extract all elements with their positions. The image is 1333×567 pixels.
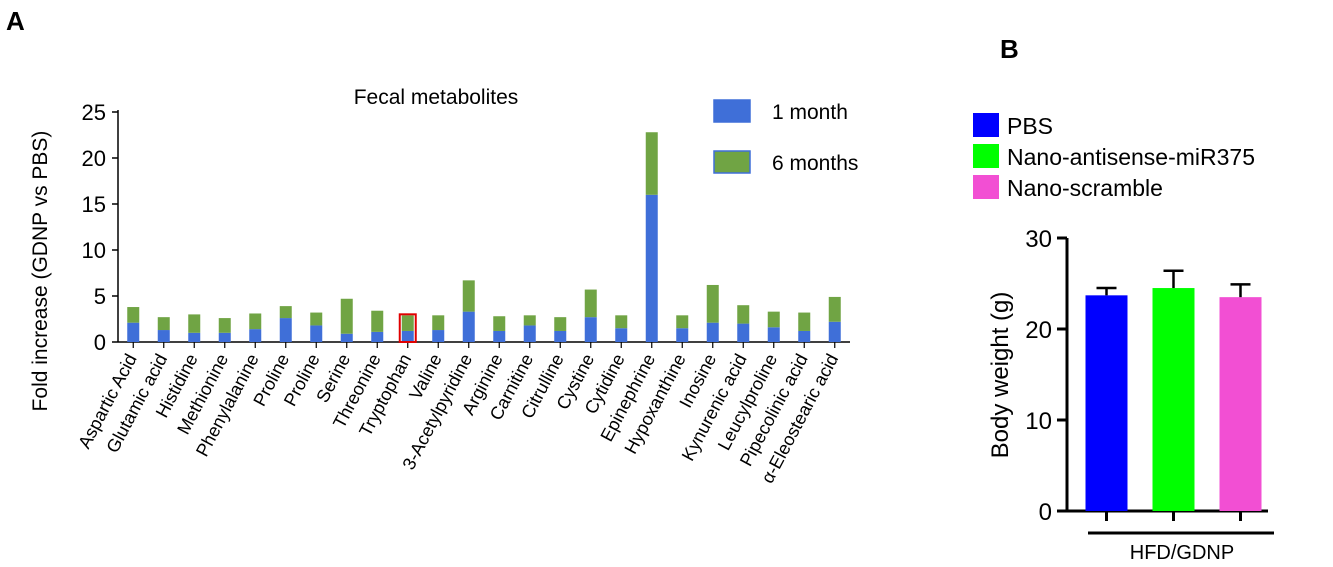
bar-6-months: [554, 317, 567, 331]
bar-6-months: [615, 315, 628, 329]
bar-6-months: [706, 284, 719, 323]
chart-b-y-axis-label: Body weight (g): [987, 292, 1014, 459]
bar-1-month: [554, 330, 567, 342]
bar-1-month: [645, 194, 658, 342]
chart-b-y-tick-label: 20: [1025, 317, 1052, 344]
panel-a-label: A: [6, 6, 25, 36]
legend-label: 1 month: [772, 101, 848, 124]
bar-6-months: [188, 314, 201, 333]
chart-b-x-axis-label: HFD/GDNP: [1130, 542, 1234, 564]
panel-b-label: B: [1000, 34, 1019, 64]
bar-1-month: [310, 325, 323, 342]
bar-6-months: [157, 317, 170, 331]
bar-1-month: [737, 323, 750, 342]
chart-a-bars: [127, 132, 841, 344]
bar: [1219, 297, 1262, 511]
bar-1-month: [676, 328, 689, 342]
chart-a-y-axis-label: Fold increase (GDNP vs PBS): [29, 131, 52, 412]
chart-a-y-tick-label: 0: [94, 330, 106, 355]
bar-6-months: [737, 305, 750, 324]
bar-1-month: [706, 322, 719, 342]
bar-1-month: [127, 322, 140, 342]
chart-b-legend: PBS Nano-antisense-miR375 Nano-scramble: [973, 113, 1255, 201]
legend-label: 6 months: [772, 152, 858, 175]
bar-6-months: [584, 289, 597, 318]
bar-6-months: [249, 313, 262, 330]
chart-a-axes: 0 5 10 15 20 25: [82, 100, 850, 355]
chart-b-y-tick-label: 30: [1025, 226, 1052, 253]
chart-a-y-tick-label: 25: [82, 100, 106, 125]
bar-6-months: [767, 311, 780, 328]
bar-6-months: [401, 315, 414, 331]
bar-6-months: [218, 318, 231, 333]
bar-6-months: [310, 312, 323, 326]
bar-1-month: [371, 331, 384, 342]
chart-b-y-tick-label: 0: [1039, 499, 1052, 526]
bar-1-month: [523, 325, 536, 342]
legend-swatch-1-month: [713, 99, 751, 123]
chart-b-y-tick-label: 10: [1025, 408, 1052, 435]
bar-6-months: [676, 315, 689, 329]
bar-1-month: [584, 317, 597, 342]
bar-1-month: [340, 333, 353, 342]
bar-1-month: [401, 330, 414, 342]
bar-1-month: [798, 330, 811, 342]
bar-6-months: [828, 296, 841, 322]
bar-1-month: [462, 311, 475, 342]
bar-1-month: [432, 330, 445, 342]
bar-6-months: [645, 132, 658, 195]
highlight-box: [398, 313, 417, 344]
chart-a-y-tick-label: 5: [94, 284, 106, 309]
body-weight-chart: PBS Nano-antisense-miR375 Nano-scramble Bo…: [973, 113, 1274, 564]
legend-swatch: [973, 113, 999, 137]
legend-label: PBS: [1007, 113, 1053, 139]
bar-1-month: [157, 330, 170, 342]
bar-6-months: [432, 315, 445, 331]
chart-a-y-tick-label: 10: [82, 238, 106, 263]
bar-6-months: [462, 280, 475, 312]
chart-a-y-tick-label: 15: [82, 192, 106, 217]
bar-6-months: [340, 298, 353, 334]
bar-1-month: [188, 332, 201, 342]
legend-label: Nano-antisense-miR375: [1007, 144, 1255, 170]
chart-b-bars: [1085, 269, 1262, 511]
legend-swatch-6-months: [713, 150, 751, 174]
bar-1-month: [615, 328, 628, 342]
bar-6-months: [493, 316, 506, 331]
bar-1-month: [279, 318, 292, 342]
bar-1-month: [249, 329, 262, 342]
bar-6-months: [523, 315, 536, 326]
legend-label: Nano-scramble: [1007, 175, 1163, 201]
bar-6-months: [127, 307, 140, 323]
chart-a-y-tick-label: 20: [82, 146, 106, 171]
chart-a-title: Fecal metabolites: [354, 86, 519, 109]
legend-swatch: [973, 144, 999, 168]
bar-6-months: [371, 310, 384, 332]
bar-6-months: [798, 312, 811, 331]
bar-1-month: [218, 332, 231, 342]
bar: [1085, 295, 1128, 511]
fecal-metabolites-chart: Fecal metabolites Fold increase (GDNP vs…: [29, 86, 858, 487]
bar-6-months: [279, 306, 292, 319]
bar-1-month: [767, 327, 780, 342]
bar-1-month: [493, 330, 506, 342]
chart-a-legend: 1 month 6 months: [713, 99, 858, 175]
bar: [1152, 288, 1195, 511]
bar-1-month: [828, 321, 841, 342]
legend-swatch: [973, 175, 999, 199]
